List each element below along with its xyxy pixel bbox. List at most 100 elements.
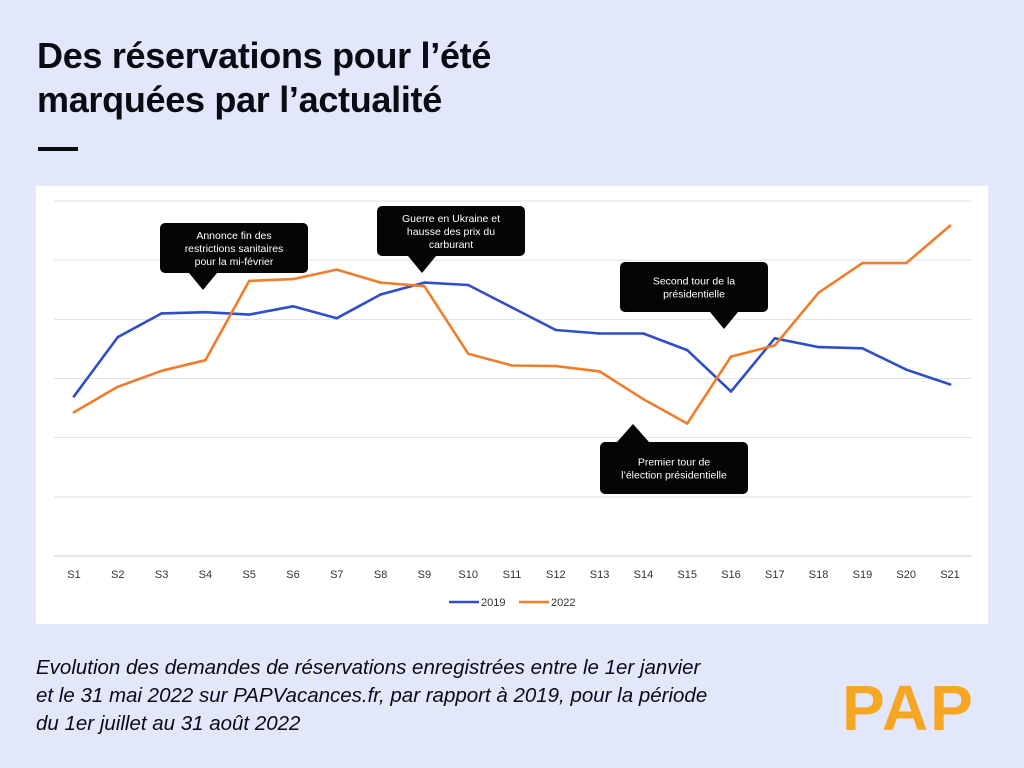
- data-point-2022: [160, 369, 163, 373]
- x-tick-label: S1: [67, 569, 80, 581]
- data-point-2019: [423, 281, 426, 284]
- chart-panel: S1 S2 S3 S4 S5 S6 S7 S8 S9 S10 S11 S12 S13 S14 S15 S16 S…: [36, 186, 988, 624]
- data-point-2022: [423, 284, 426, 288]
- x-tick-label: S12: [546, 569, 566, 581]
- data-point-2019: [335, 316, 339, 320]
- callout-pointer: [408, 256, 436, 273]
- callout-text-line: Second tour de la: [653, 276, 735, 288]
- callout-pointer: [710, 312, 738, 329]
- callout-text-line: hausse des prix du: [407, 226, 495, 238]
- page-title: Des réservations pour l’été marquées par…: [37, 34, 491, 122]
- x-tick-label: S5: [242, 569, 255, 581]
- callout-box: [620, 262, 768, 312]
- data-point-2022: [291, 277, 295, 281]
- data-point-2019: [379, 293, 382, 296]
- x-tick-label: S11: [503, 569, 522, 581]
- data-point-2019: [72, 394, 76, 398]
- callout-pointer: [617, 424, 649, 442]
- callout-text-line: Guerre en Ukraine et: [402, 213, 500, 225]
- pap-logo: PAP: [842, 672, 975, 744]
- data-point-2019: [247, 313, 251, 316]
- data-point-2022: [116, 385, 120, 389]
- x-tick-label: S2: [111, 569, 124, 581]
- data-point-2019: [204, 310, 207, 314]
- legend-label: 2022: [551, 597, 575, 609]
- data-point-2022: [948, 224, 952, 228]
- callout-text-line: Premier tour de: [638, 457, 711, 469]
- caption-line-2: et le 31 mai 2022 sur PAPVacances.fr, pa…: [36, 684, 708, 707]
- x-tick-label: S3: [155, 569, 168, 581]
- data-point-2022: [904, 261, 908, 265]
- chart-caption: Evolution des demandes de réservations e…: [36, 654, 796, 738]
- legend-label: 2019: [481, 597, 505, 609]
- x-tick-label: S14: [634, 569, 654, 581]
- data-point-2019: [510, 306, 514, 309]
- data-point-2019: [729, 390, 733, 393]
- callout-text-line: l’élection présidentielle: [621, 470, 727, 482]
- data-point-2019: [642, 332, 645, 335]
- data-point-2022: [598, 370, 601, 373]
- x-tick-label: S9: [418, 569, 431, 581]
- x-tick-label: S8: [374, 569, 387, 581]
- legend-item-2022: 2022: [519, 597, 575, 609]
- x-tick-label: S19: [853, 569, 873, 581]
- caption-line-1: Evolution des demandes de réservations e…: [36, 656, 701, 679]
- title-line-1: Des réservations pour l’été: [37, 35, 492, 76]
- x-tick-label: S15: [677, 569, 697, 581]
- data-point-2022: [247, 279, 251, 283]
- callout-text-line: restrictions sanitaires: [185, 243, 284, 255]
- callout-pointer: [189, 273, 217, 290]
- callout-text-line: Annonce fin des: [196, 230, 271, 242]
- line-chart: S1 S2 S3 S4 S5 S6 S7 S8 S9 S10 S11 S12 S13 S14 S15 S16 S…: [54, 200, 972, 609]
- data-point-2022: [729, 355, 733, 358]
- data-point-2019: [291, 305, 295, 308]
- data-point-2019: [904, 368, 908, 371]
- x-tick-label: S17: [765, 569, 785, 581]
- x-tick-label: S6: [286, 569, 299, 581]
- x-tick-label: S18: [809, 569, 829, 581]
- data-point-2019: [817, 345, 820, 349]
- data-point-2022: [335, 268, 339, 271]
- callout-box: [377, 206, 525, 256]
- callout-box: [160, 223, 308, 273]
- data-point-2022: [642, 397, 645, 401]
- x-tick-label: S10: [458, 569, 478, 581]
- data-point-2019: [861, 347, 864, 350]
- data-point-2019: [948, 383, 952, 386]
- data-point-2019: [116, 335, 120, 339]
- x-tick-label: S13: [590, 569, 610, 581]
- legend-item-2019: 2019: [449, 597, 505, 609]
- data-point-2022: [72, 410, 76, 414]
- series-lines: [72, 224, 952, 425]
- callout-text-line: carburant: [429, 239, 473, 251]
- x-tick-label: S21: [940, 569, 960, 581]
- x-tick-labels: S1 S2 S3 S4 S5 S6 S7 S8 S9 S10 S11 S12 S13 S14 S15 S16 S…: [67, 569, 960, 581]
- data-point-2019: [466, 283, 470, 287]
- data-point-2022: [685, 422, 689, 425]
- data-point-2019: [685, 348, 689, 352]
- data-point-2022: [773, 344, 777, 347]
- callout-premier-tour: Premier tour del’élection présidentielle: [600, 424, 748, 494]
- data-point-2022: [379, 281, 382, 284]
- caption-line-3: du 1er juillet au 31 août 2022: [36, 712, 301, 735]
- x-tick-label: S20: [896, 569, 916, 581]
- x-tick-label: S4: [199, 569, 212, 581]
- data-point-2019: [554, 328, 558, 332]
- series-line-2019: [72, 281, 952, 398]
- x-tick-label: S7: [330, 569, 343, 581]
- x-tick-label: S16: [721, 569, 741, 581]
- data-point-2019: [598, 332, 601, 335]
- callout-text-line: présidentielle: [663, 289, 725, 301]
- callout-box: [600, 442, 748, 494]
- title-underline: [38, 147, 78, 151]
- data-point-2022: [466, 352, 470, 355]
- data-point-2022: [861, 261, 864, 265]
- data-point-2022: [510, 364, 514, 367]
- legend: 2019 2022: [449, 597, 575, 609]
- data-point-2022: [817, 291, 820, 295]
- data-point-2019: [160, 312, 163, 315]
